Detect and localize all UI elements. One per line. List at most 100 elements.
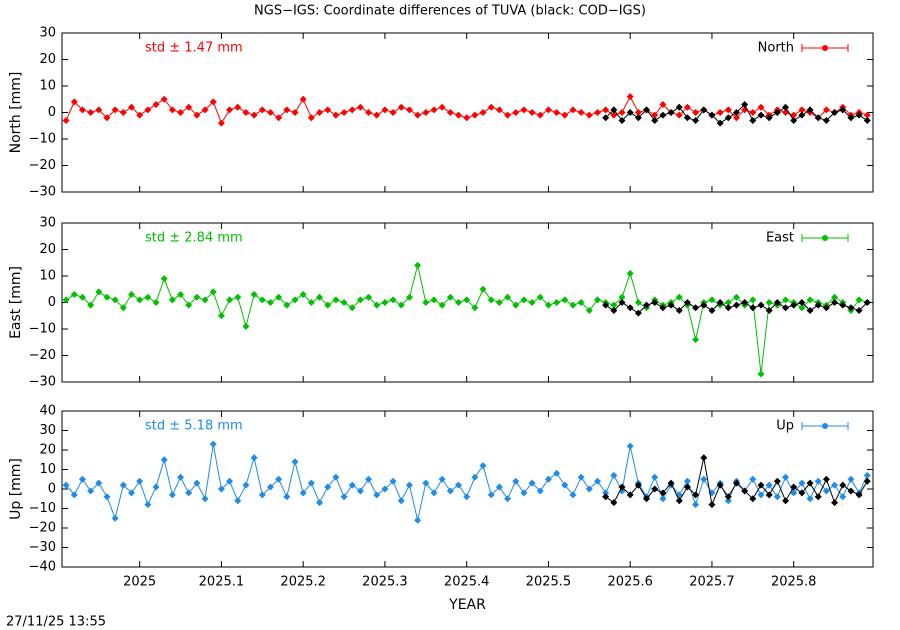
data-point <box>103 293 111 301</box>
data-point <box>324 483 332 491</box>
data-point <box>708 501 716 509</box>
data-point <box>536 487 544 495</box>
data-point <box>831 499 839 507</box>
data-point <box>675 293 683 301</box>
x-axis-label: YEAR <box>448 597 486 613</box>
data-point <box>405 481 413 489</box>
legend-marker <box>822 45 828 51</box>
data-point <box>577 109 585 116</box>
data-point <box>610 301 618 309</box>
data-point <box>152 299 160 306</box>
legend-label: North <box>758 41 794 56</box>
data-point <box>209 288 217 296</box>
data-point <box>127 291 135 299</box>
data-point <box>765 306 773 314</box>
data-point <box>708 296 716 304</box>
y-tick-label: 10 <box>39 79 56 94</box>
data-point <box>855 111 863 119</box>
data-point <box>732 301 740 309</box>
data-point <box>757 491 765 499</box>
std-annotation: std ± 2.84 mm <box>145 231 243 246</box>
data-point <box>487 103 495 111</box>
data-point <box>168 491 176 499</box>
data-point <box>790 489 798 497</box>
data-point <box>463 114 471 122</box>
data-point <box>217 312 225 320</box>
data-point <box>659 304 667 312</box>
data-point <box>332 296 340 304</box>
data-point <box>847 114 855 122</box>
data-point <box>307 114 315 122</box>
data-point <box>798 489 806 497</box>
data-point <box>504 495 512 503</box>
data-point <box>577 473 585 481</box>
data-point <box>479 109 487 116</box>
data-point <box>782 497 790 505</box>
data-point <box>626 304 634 312</box>
data-point <box>193 479 201 487</box>
data-point <box>144 293 152 301</box>
data-point <box>193 293 201 301</box>
data-point <box>610 471 618 479</box>
data-point <box>430 296 438 304</box>
y-tick-label: −40 <box>29 560 56 575</box>
data-point <box>226 296 234 304</box>
y-tick-label: 30 <box>39 423 56 438</box>
y-tick-label: 0 <box>48 295 56 310</box>
data-point <box>127 103 135 111</box>
data-point <box>553 299 561 306</box>
data-point <box>651 111 659 119</box>
data-point <box>782 304 790 312</box>
data-point <box>275 293 283 301</box>
data-point <box>479 285 487 293</box>
data-point <box>160 95 168 103</box>
data-point <box>144 501 152 509</box>
data-point <box>765 299 773 306</box>
data-point <box>307 479 315 487</box>
data-point <box>136 477 144 485</box>
data-point <box>62 296 70 304</box>
data-point <box>291 296 299 304</box>
data-point <box>610 111 618 119</box>
legend-marker <box>822 423 828 429</box>
data-point <box>78 106 86 114</box>
x-tick-label: 2025.3 <box>362 575 408 590</box>
data-point <box>168 296 176 304</box>
data-point <box>544 475 552 483</box>
data-point <box>242 481 250 489</box>
data-point <box>103 493 111 501</box>
data-point <box>569 301 577 309</box>
data-point <box>455 111 463 119</box>
data-point <box>634 299 642 306</box>
data-point <box>463 493 471 501</box>
data-point <box>569 491 577 499</box>
data-point <box>87 109 95 116</box>
std-annotation: std ± 1.47 mm <box>145 41 243 56</box>
data-point <box>242 322 250 330</box>
data-point <box>732 114 740 122</box>
data-point <box>602 301 610 309</box>
data-point <box>561 481 569 489</box>
data-point <box>863 116 871 124</box>
data-point <box>397 103 405 111</box>
data-point <box>299 291 307 299</box>
data-point <box>414 516 422 524</box>
data-point <box>373 111 381 119</box>
data-point <box>348 481 356 489</box>
data-point <box>577 299 585 306</box>
data-point <box>806 495 814 503</box>
data-point <box>520 489 528 497</box>
data-point <box>683 477 691 485</box>
y-tick-label: −10 <box>29 501 56 516</box>
data-point <box>111 514 119 522</box>
data-point <box>651 473 659 481</box>
data-point <box>847 487 855 495</box>
data-point <box>724 299 732 306</box>
data-point <box>487 491 495 499</box>
data-point <box>127 489 135 497</box>
data-point <box>177 291 185 299</box>
data-point <box>782 473 790 481</box>
data-point <box>741 101 749 109</box>
